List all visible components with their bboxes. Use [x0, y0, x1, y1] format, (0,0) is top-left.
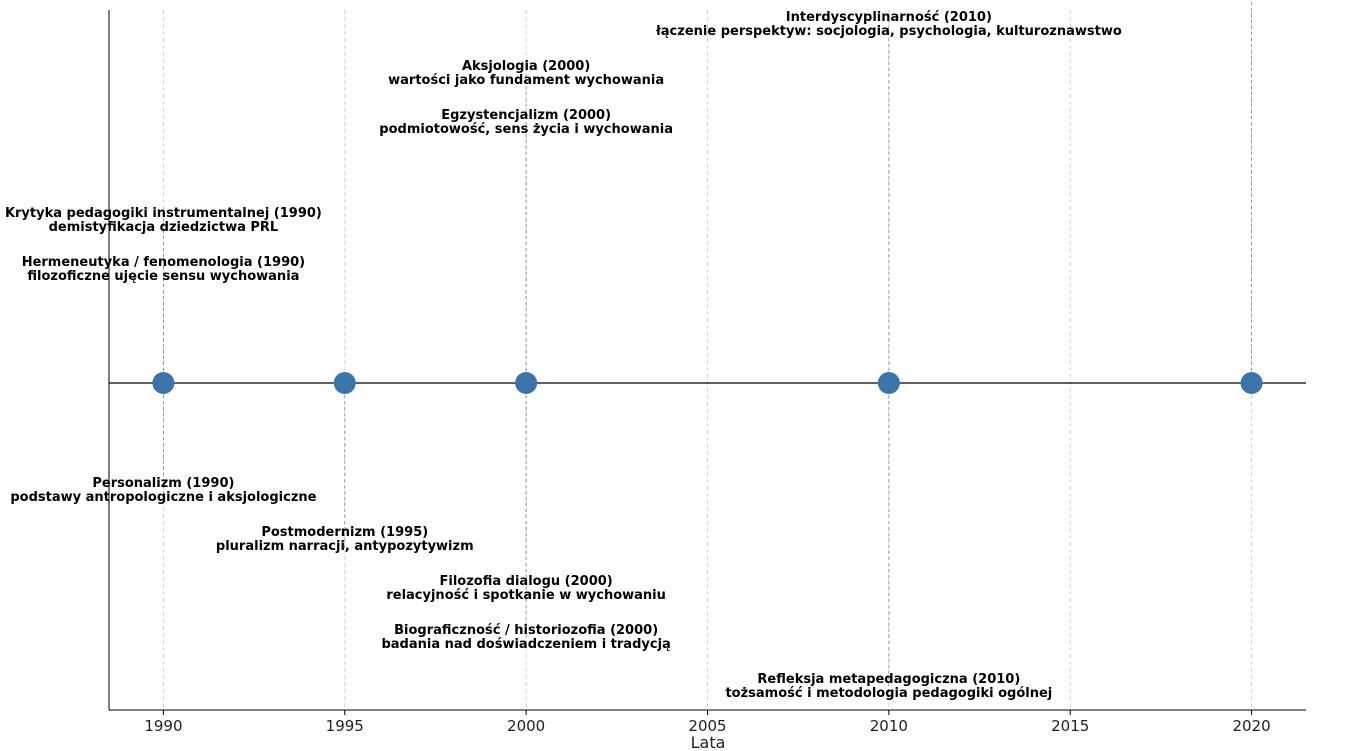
- event-title: Biograficzność / historiozofia (2000): [394, 623, 658, 638]
- timeline-point: [515, 372, 538, 394]
- event-description: podmiotowość, sens życia i wychowania: [379, 122, 673, 137]
- event-labels: Hermeneutyka / fenomenologia (1990)filoz…: [5, 10, 1122, 701]
- event-title: Filozofia dialogu (2000): [440, 574, 613, 589]
- timeline-point: [333, 372, 356, 394]
- timeline-points: [152, 372, 1263, 394]
- event-description: podstawy antropologiczne i aksjologiczne: [10, 490, 316, 505]
- event-description: badania nad doświadczeniem i tradycją: [381, 637, 670, 652]
- event-description: tożsamość i metodologia pedagogiki ogóln…: [725, 686, 1052, 701]
- event-title: Hermeneutyka / fenomenologia (1990): [22, 255, 305, 270]
- event-title: Egzystencjalizm (2000): [441, 108, 611, 123]
- event-description: demistyfikacja dziedzictwa PRL: [49, 220, 279, 235]
- timeline-point: [1240, 372, 1263, 394]
- event-description: łączenie perspektyw: socjologia, psychol…: [655, 24, 1122, 39]
- event-description: wartości jako fundament wychowania: [388, 73, 664, 88]
- x-tick-label: 2000: [507, 717, 545, 735]
- event-title: Personalizm (1990): [92, 476, 234, 491]
- event-title: Postmodernizm (1995): [261, 525, 428, 540]
- timeline-point: [152, 372, 175, 394]
- event-title: Refleksja metapedagogiczna (2010): [757, 672, 1020, 687]
- x-tick-label: 2010: [870, 717, 908, 735]
- event-title: Aksjologia (2000): [462, 59, 590, 74]
- x-axis-label: Lata: [691, 733, 726, 751]
- grid-lines: [163, 0, 1252, 710]
- x-axis-ticks: 1990 1995 2000 2005 2010 2015 2020: [144, 710, 1271, 735]
- event-description: relacyjność i spotkanie w wychowaniu: [386, 588, 666, 603]
- x-tick-label: 2005: [688, 717, 726, 735]
- event-title: Interdyscyplinarność (2010): [786, 10, 992, 25]
- event-title: Krytyka pedagogiki instrumentalnej (1990…: [5, 206, 322, 221]
- event-description: pluralizm narracji, antypozytywizm: [216, 539, 474, 554]
- x-tick-label: 1995: [326, 717, 364, 735]
- x-tick-label: 2015: [1051, 717, 1089, 735]
- x-tick-label: 1990: [144, 717, 182, 735]
- event-description: filozoficzne ujęcie sensu wychowania: [27, 269, 299, 284]
- x-tick-label: 2020: [1232, 717, 1270, 735]
- timeline-point: [877, 372, 900, 394]
